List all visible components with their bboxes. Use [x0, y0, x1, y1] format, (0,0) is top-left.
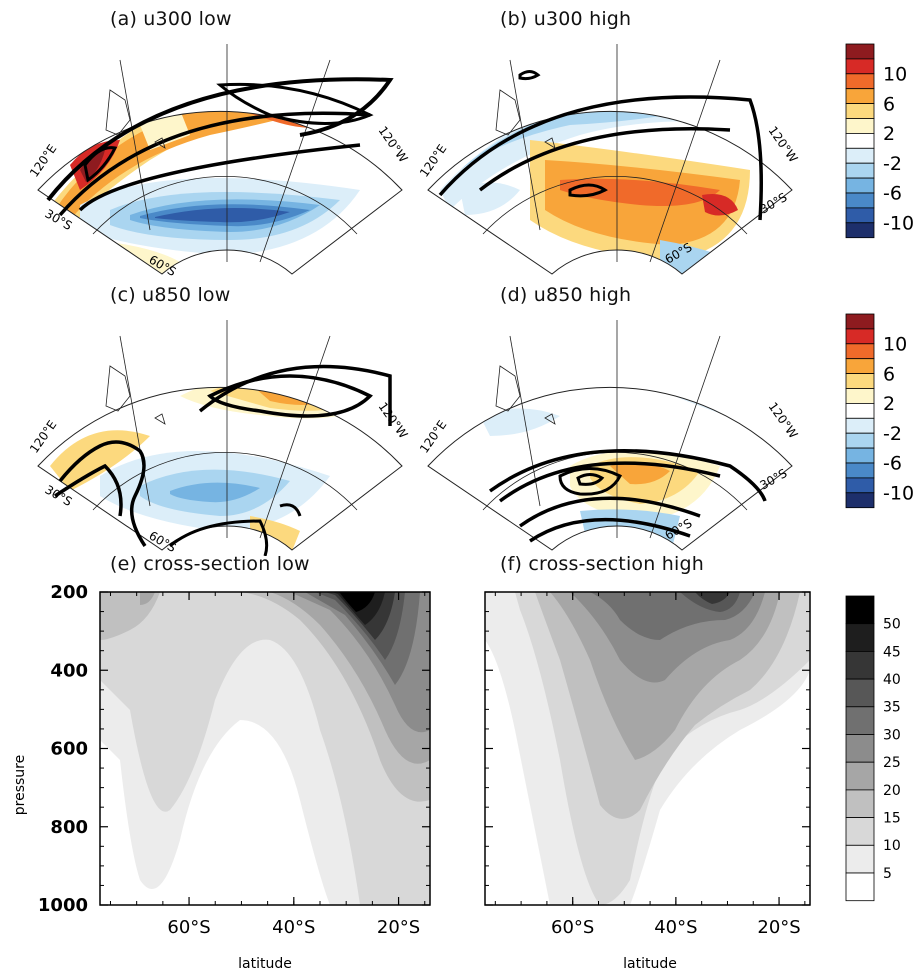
pressure-axis-label: pressure: [12, 755, 28, 815]
cross-section-colorbar-swatch-10: [845, 872, 875, 902]
anomaly-colorbar-top-swatch-7: [845, 147, 875, 164]
xs-high-x-tick-1: 40°S: [654, 917, 697, 938]
anomaly-colorbar-middle-swatch-5: [845, 388, 875, 404]
anomaly-colorbar-middle-label--10: -10: [883, 482, 914, 504]
anomaly-colorbar-middle-swatch-0: [845, 313, 875, 330]
cross-section-panel-f: 60°S 40°S 20°S latitude: [484, 591, 811, 972]
xs-low-y-tick-1: 400: [50, 660, 88, 681]
xs-low-y-tick-4: 1000: [38, 895, 88, 916]
anomaly-colorbar-top-swatch-3: [845, 88, 875, 105]
cross-section-colorbar-swatch-6: [845, 761, 875, 791]
panel-e-title: (e) cross-section low: [110, 553, 310, 575]
cross-section-colorbar-swatch-8: [845, 817, 875, 846]
anomaly-colorbar-top-swatch-2: [845, 73, 875, 90]
anomaly-colorbar-middle-swatch-6: [845, 403, 875, 419]
anomaly-colorbar-top-swatch-12: [845, 222, 875, 239]
map-panel-c: 120°E 120°W 30°S 60°S: [30, 320, 411, 556]
xs-low-x-tick-2: 20°S: [377, 917, 420, 938]
cross-section-panel-e: 60°S 40°S 20°S 200 400 600 800 1000 pressure la…: [12, 582, 431, 972]
anomaly-colorbar-middle-swatch-3: [845, 358, 875, 375]
xs-low-x-tick-1: 40°S: [272, 917, 315, 938]
cross-section-colorbar-label-15: 15: [883, 811, 901, 827]
map-a-lon-right-label: 120°W: [376, 124, 411, 166]
xs-high-x-tick-2: 20°S: [757, 917, 800, 938]
anomaly-colorbar-top: 10 6 2 -2 -6 -10: [845, 43, 914, 239]
anomaly-colorbar-middle: 10 6 2 -2 -6 -10: [845, 313, 914, 509]
anomaly-colorbar-top-label--6: -6: [883, 183, 902, 205]
anomaly-colorbar-top-label--2: -2: [883, 153, 902, 175]
anomaly-colorbar-top-label-10: 10: [883, 63, 907, 85]
panel-c-title: (c) u850 low: [110, 284, 231, 306]
map-panel-b: 120°E 120°W 30°S 60°S: [420, 44, 801, 275]
anomaly-colorbar-middle-swatch-1: [845, 328, 875, 345]
anomaly-colorbar-top-swatch-4: [845, 103, 875, 119]
cross-section-colorbar-swatch-1: [845, 623, 875, 652]
anomaly-colorbar-top-swatch-5: [845, 118, 875, 134]
anomaly-colorbar-top-swatch-10: [845, 192, 875, 209]
cross-section-colorbar-label-50: 50: [883, 617, 901, 633]
cross-section-colorbar-swatch-2: [845, 651, 875, 680]
anomaly-colorbar-middle-label-2: 2: [883, 393, 895, 415]
anomaly-colorbar-top-label--10: -10: [883, 212, 914, 234]
anomaly-colorbar-middle-swatch-7: [845, 417, 875, 434]
anomaly-colorbar-top-swatch-1: [845, 58, 875, 75]
cross-section-colorbar-label-25: 25: [883, 755, 901, 771]
map-panel-a: 120°E 120°W 30°S 60°S: [30, 44, 411, 279]
cross-section-colorbar-swatch-3: [845, 678, 875, 708]
panel-b-title: (b) u300 high: [500, 8, 632, 30]
latitude-axis-label-e: latitude: [238, 956, 292, 972]
map-panel-d: 120°E 120°W 30°S 60°S: [420, 320, 801, 551]
anomaly-colorbar-top-swatch-6: [845, 133, 875, 149]
panel-d-title: (d) u850 high: [500, 284, 632, 306]
anomaly-colorbar-top-label-2: 2: [883, 123, 895, 145]
anomaly-colorbar-middle-swatch-11: [845, 477, 875, 494]
anomaly-colorbar-top-label-6: 6: [883, 93, 895, 115]
cross-section-colorbar-label-45: 45: [883, 644, 901, 660]
cross-section-colorbar-label-30: 30: [883, 727, 901, 743]
cross-section-colorbar-label-35: 35: [883, 700, 901, 716]
anomaly-colorbar-top-swatch-9: [845, 177, 875, 194]
map-b-lon-right-label: 120°W: [766, 124, 801, 166]
anomaly-colorbar-middle-swatch-12: [845, 492, 875, 509]
anomaly-colorbar-middle-label--2: -2: [883, 423, 902, 445]
cross-section-colorbar-label-40: 40: [883, 672, 901, 688]
xs-high-x-tick-0: 60°S: [551, 917, 594, 938]
cross-section-colorbar: 50 45 40 35 30 25 20 15 10 5: [845, 595, 901, 902]
cross-section-colorbar-swatch-0: [845, 595, 875, 625]
anomaly-colorbar-middle-label-6: 6: [883, 363, 895, 385]
xs-low-y-tick-0: 200: [50, 582, 88, 603]
anomaly-colorbar-top-swatch-0: [845, 43, 875, 60]
xs-low-y-tick-2: 600: [50, 739, 88, 760]
cross-section-colorbar-label-20: 20: [883, 783, 901, 799]
anomaly-colorbar-middle-swatch-9: [845, 447, 875, 464]
panel-f-title: (f) cross-section high: [500, 553, 704, 575]
anomaly-colorbar-middle-swatch-2: [845, 343, 875, 360]
anomaly-colorbar-top-swatch-11: [845, 207, 875, 224]
anomaly-colorbar-middle-swatch-8: [845, 432, 875, 449]
xs-low-y-tick-3: 800: [50, 817, 88, 838]
anomaly-colorbar-middle-label-10: 10: [883, 333, 907, 355]
map-d-lon-right-label: 120°W: [766, 400, 801, 442]
anomaly-colorbar-middle-swatch-4: [845, 373, 875, 389]
cross-section-colorbar-swatch-4: [845, 706, 875, 735]
anomaly-colorbar-middle-swatch-10: [845, 462, 875, 479]
anomaly-colorbar-top-swatch-8: [845, 162, 875, 179]
cross-section-colorbar-label-10: 10: [883, 838, 901, 854]
panel-a-title: (a) u300 low: [110, 8, 232, 30]
xs-low-x-tick-0: 60°S: [167, 917, 210, 938]
cross-section-colorbar-swatch-7: [845, 789, 875, 818]
latitude-axis-label-f: latitude: [623, 956, 677, 972]
cross-section-colorbar-swatch-5: [845, 734, 875, 763]
cross-section-colorbar-swatch-9: [845, 844, 875, 874]
map-c-lon-right-label: 120°W: [376, 400, 411, 442]
cross-section-colorbar-label-5: 5: [883, 866, 892, 882]
anomaly-colorbar-middle-label--6: -6: [883, 453, 902, 475]
